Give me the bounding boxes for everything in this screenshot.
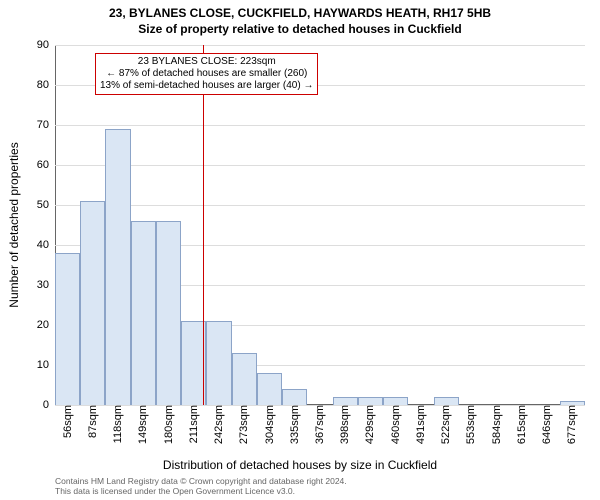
chart-title-line2: Size of property relative to detached ho…: [0, 22, 600, 36]
y-tick-label: 50: [37, 199, 49, 211]
histogram-bar: [282, 389, 307, 405]
x-tick-label: 180sqm: [163, 405, 175, 444]
reference-line: [203, 45, 204, 405]
x-tick-label: 273sqm: [238, 405, 250, 444]
histogram-bar: [206, 321, 231, 405]
x-tick-label: 242sqm: [213, 405, 225, 444]
grid-line: [55, 165, 585, 166]
x-tick-label: 87sqm: [87, 405, 99, 438]
x-tick-label: 429sqm: [364, 405, 376, 444]
histogram-bar: [434, 397, 459, 405]
x-tick-label: 118sqm: [112, 405, 124, 443]
annotation-line2: ← 87% of detached houses are smaller (26…: [100, 68, 313, 80]
x-tick-label: 553sqm: [465, 405, 477, 444]
x-tick-label: 615sqm: [516, 405, 528, 444]
histogram-bar: [333, 397, 358, 405]
chart-title-line1: 23, BYLANES CLOSE, CUCKFIELD, HAYWARDS H…: [0, 6, 600, 20]
y-tick-label: 0: [43, 399, 49, 411]
histogram-bar: [105, 129, 130, 405]
grid-line: [55, 45, 585, 46]
chart-container: 23, BYLANES CLOSE, CUCKFIELD, HAYWARDS H…: [0, 0, 600, 500]
x-axis-title: Distribution of detached houses by size …: [0, 458, 600, 472]
attribution-text: Contains HM Land Registry data © Crown c…: [55, 477, 347, 496]
annotation-line1: 23 BYLANES CLOSE: 223sqm: [100, 56, 313, 68]
x-tick-label: 367sqm: [314, 405, 326, 444]
x-tick-label: 460sqm: [390, 405, 402, 444]
x-tick-label: 56sqm: [62, 405, 74, 438]
x-tick-label: 646sqm: [541, 405, 553, 444]
histogram-bar: [383, 397, 408, 405]
x-tick-label: 677sqm: [566, 405, 578, 444]
histogram-bar: [358, 397, 383, 405]
grid-line: [55, 205, 585, 206]
y-tick-label: 90: [37, 39, 49, 51]
y-tick-label: 60: [37, 159, 49, 171]
histogram-bar: [80, 201, 105, 405]
attribution-line2: This data is licensed under the Open Gov…: [55, 487, 347, 496]
x-tick-label: 304sqm: [264, 405, 276, 444]
x-tick-label: 149sqm: [137, 405, 149, 444]
x-tick-label: 491sqm: [415, 405, 427, 444]
x-tick-label: 584sqm: [491, 405, 503, 444]
y-tick-label: 70: [37, 119, 49, 131]
y-tick-label: 80: [37, 79, 49, 91]
x-tick-label: 522sqm: [440, 405, 452, 444]
plot-area: 010203040506070809056sqm87sqm118sqm149sq…: [55, 45, 585, 405]
y-tick-label: 20: [37, 319, 49, 331]
x-tick-label: 211sqm: [188, 405, 200, 443]
y-tick-label: 40: [37, 239, 49, 251]
y-tick-label: 30: [37, 279, 49, 291]
histogram-bar: [257, 373, 282, 405]
annotation-line3: 13% of semi-detached houses are larger (…: [100, 80, 313, 92]
y-axis-title: Number of detached properties: [7, 142, 21, 307]
annotation-box: 23 BYLANES CLOSE: 223sqm← 87% of detache…: [95, 53, 318, 95]
histogram-bar: [232, 353, 257, 405]
x-tick-label: 335sqm: [289, 405, 301, 444]
y-tick-label: 10: [37, 359, 49, 371]
histogram-bar: [55, 253, 80, 405]
histogram-bar: [156, 221, 181, 405]
histogram-bar: [131, 221, 156, 405]
grid-line: [55, 125, 585, 126]
x-tick-label: 398sqm: [339, 405, 351, 444]
